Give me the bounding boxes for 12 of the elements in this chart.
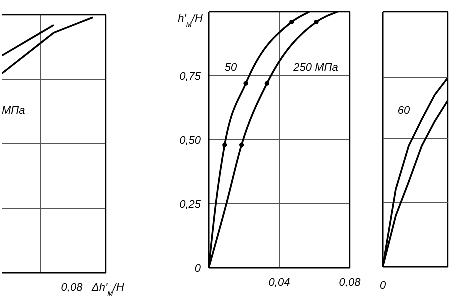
- y-tick-label: 0,25: [180, 199, 202, 211]
- y-tick-label: 0: [194, 263, 202, 275]
- annotation: МПа: [2, 105, 26, 117]
- x-axis-title: Δh'$_{м}$/H: [91, 282, 124, 298]
- annotation: 250 МПа: [292, 62, 338, 74]
- text: 0: [380, 280, 387, 292]
- annotation: 50: [224, 62, 238, 74]
- annotation: 60: [398, 105, 411, 117]
- y-axis-title: h'$_{м}$/H: [178, 13, 204, 28]
- x-tick-label: 0,04: [268, 277, 290, 289]
- y-tick-label: 0,50: [180, 135, 202, 147]
- y-tick-label: 0,75: [180, 71, 202, 83]
